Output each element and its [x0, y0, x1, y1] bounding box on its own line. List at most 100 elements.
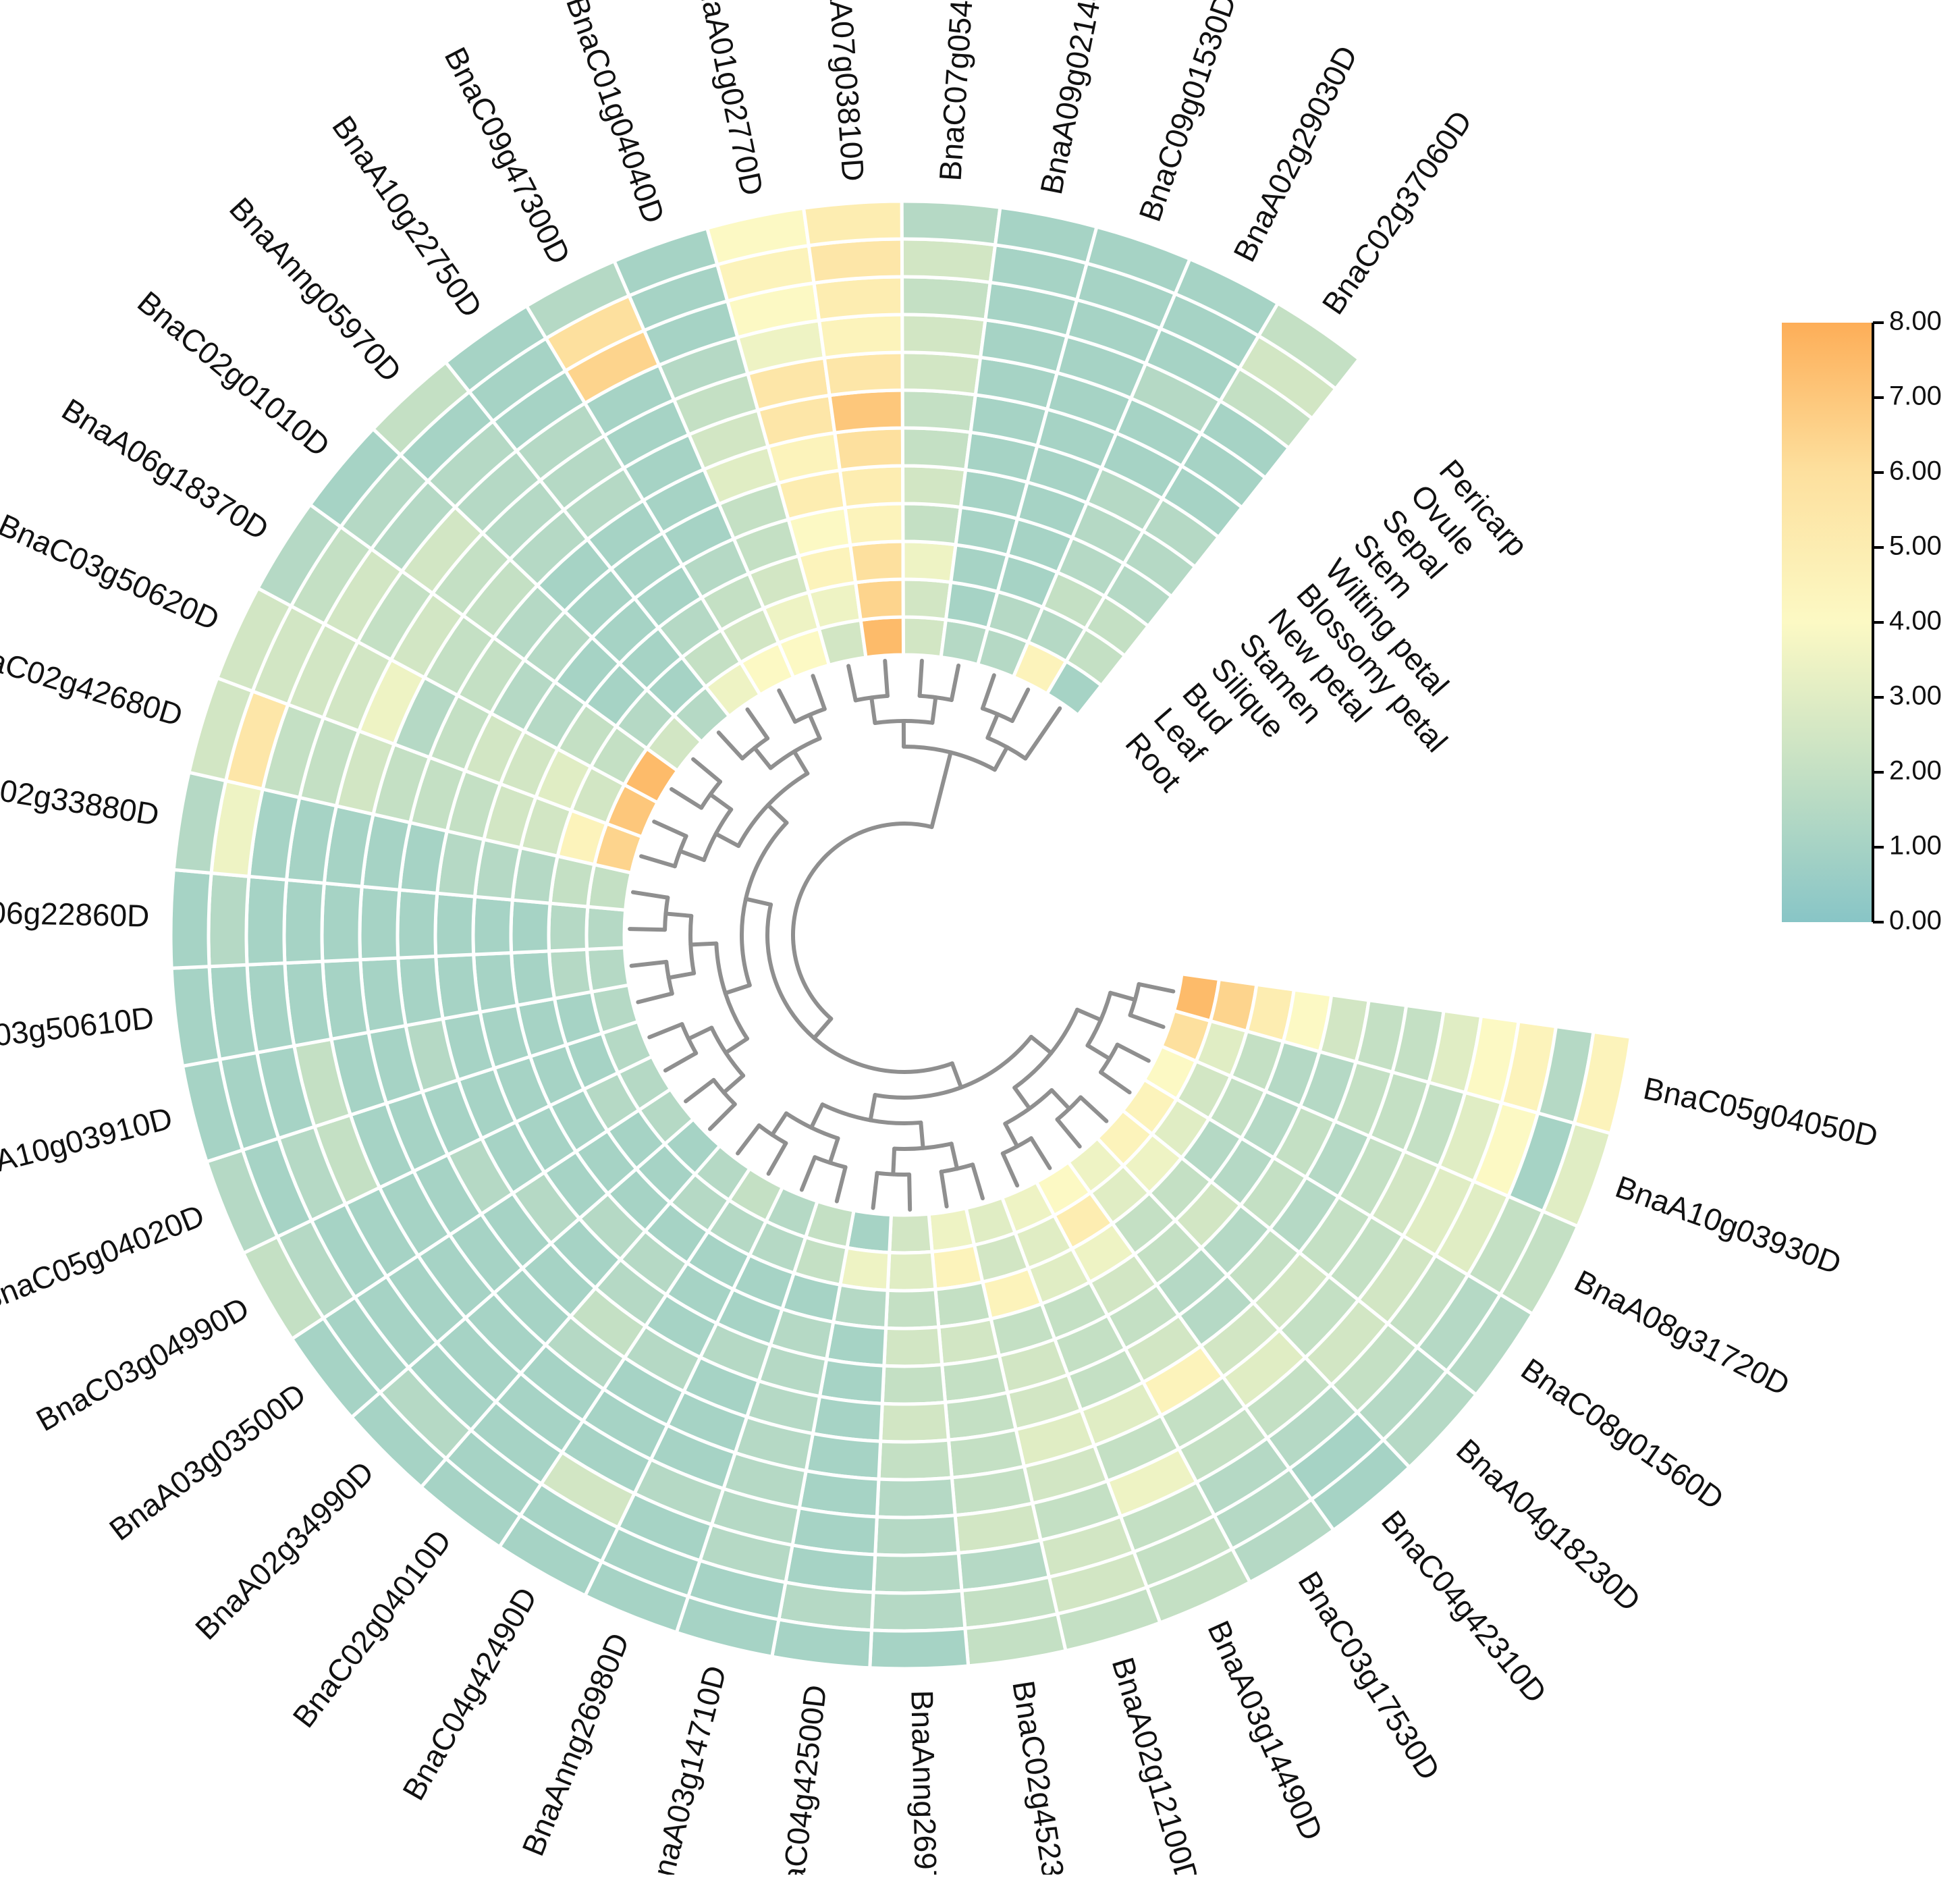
dendrogram-branch	[1040, 708, 1060, 737]
heatmap-cell-BnaC07g05410D-ovule	[902, 239, 995, 282]
dendrogram-branch	[1077, 1010, 1101, 1020]
dendrogram-branch	[649, 1024, 682, 1037]
dendrogram-branch	[719, 732, 742, 758]
heatmap-cell-BnaA06g22860D-root	[587, 907, 626, 949]
dendrogram-branch	[830, 1138, 838, 1162]
dendrogram-arc	[793, 824, 932, 1019]
dendrogram-branch	[1058, 1119, 1080, 1146]
legend-tick-label: 6.00	[1889, 456, 1942, 486]
heatmap-cell-BnaC07g05410D-stamen	[903, 466, 966, 507]
gene-label: BnaC02g04010D	[285, 1523, 458, 1734]
heatmap-cell-BnaA07g03810D-silique	[845, 504, 903, 545]
legend-tick-label: 0.00	[1889, 906, 1942, 936]
legend-tick-label: 3.00	[1889, 681, 1942, 711]
gene-label: BnaA03g14710D	[641, 1662, 733, 1875]
gene-label: BnaC05g04020D	[0, 1198, 209, 1319]
heatmap-cell-BnaAnng26970D-root	[890, 1214, 932, 1253]
dendrogram-branch	[710, 1104, 735, 1129]
heatmap-cell-BnaA06g22860D-sepal	[246, 876, 287, 965]
gene-label: BnaA06g18370D	[56, 392, 275, 547]
heatmap-cell-BnaAnng26970D-pericarp	[870, 1628, 969, 1669]
heatmap-cell-BnaC04g42500D-leaf	[840, 1247, 890, 1290]
dendrogram-branch	[995, 747, 1007, 770]
heatmap-cell-BnaA07g03810D-root	[861, 617, 903, 658]
gene-label: BnaC02g45230D	[1006, 1678, 1077, 1875]
legend-tick-label: 8.00	[1889, 306, 1942, 336]
dendrogram-branch	[814, 1019, 831, 1038]
dendrogram-branch	[837, 1167, 846, 1201]
dendrogram-branch	[944, 753, 950, 778]
dendrogram-branch	[1139, 984, 1173, 992]
heatmap-cell-BnaA07g03810D-stem	[819, 315, 902, 358]
heatmap-cell-BnaAnng26970D-stem	[875, 1515, 958, 1555]
gene-label: BnaA06g22860D	[0, 893, 150, 934]
dendrogram-branch	[738, 1125, 759, 1153]
legend-tick-label: 7.00	[1889, 381, 1942, 411]
heatmap-cell-BnaAnng26970D-sepal	[873, 1553, 962, 1593]
gene-label: BnaA03g03500D	[103, 1376, 312, 1548]
heatmap-cells	[171, 201, 1631, 1669]
heatmap-cell-BnaA07g03810D-ovule	[809, 239, 902, 283]
gene-label: BnaAnng26970D	[904, 1690, 944, 1875]
dendrogram-branch	[1003, 1154, 1017, 1185]
heatmap-cell-BnaA06g22860D-new-petal	[398, 890, 437, 958]
dendrogram-branch	[1087, 1046, 1110, 1059]
gene-label: BnaC08g01560D	[1515, 1351, 1730, 1517]
heatmap-cell-BnaA06g22860D-pericarp	[171, 869, 211, 968]
gene-dendrogram	[630, 661, 1173, 1210]
gene-label: BnaC01g04040D	[560, 0, 672, 227]
heatmap-cell-BnaC07g05410D-silique	[903, 504, 961, 545]
gene-label: BnaC04g42490D	[396, 1582, 544, 1806]
dendrogram-branch	[716, 834, 738, 846]
heatmap-cell-BnaA07g03810D-wilting-petal	[824, 352, 902, 396]
heatmap-cell-BnaAnng26970D-new-petal	[881, 1402, 949, 1442]
dendrogram-branch	[871, 697, 875, 723]
dendrogram-branch	[755, 748, 771, 768]
dendrogram-branch	[873, 1173, 877, 1208]
legend-tick-label: 5.00	[1889, 531, 1942, 561]
dendrogram-branch	[1005, 1124, 1017, 1147]
dendrogram-branch	[1081, 1098, 1106, 1121]
legend-tick-label: 4.00	[1889, 606, 1942, 636]
heatmap-cell-BnaC07g05410D-leaf	[903, 579, 951, 620]
dendrogram-branch	[747, 709, 767, 739]
dendrogram-branch	[1101, 1072, 1130, 1092]
dendrogram-branch	[641, 856, 675, 866]
dendrogram-branch	[952, 1144, 957, 1169]
heatmap-cell-BnaA07g03810D-leaf	[856, 579, 904, 620]
dendrogram-branch	[813, 676, 824, 709]
dendrogram-branch	[973, 1164, 983, 1198]
heatmap-cell-BnaAnng26970D-blossomy-petal	[879, 1440, 952, 1480]
dendrogram-branch	[686, 1080, 713, 1101]
heatmap-cell-BnaC07g05410D-sepal	[902, 277, 991, 320]
heatmap-cell-BnaA06g22860D-stamen	[435, 893, 475, 956]
heatmap-cell-BnaC03g50610D-leaf	[549, 949, 592, 998]
gene-label: BnaC03g50610D	[0, 1000, 156, 1061]
legend-ticks: 0.001.002.003.004.005.006.007.008.00	[1873, 306, 1942, 936]
dendrogram-branch	[1118, 1045, 1149, 1061]
gene-label: BnaA10g03930D	[1611, 1169, 1846, 1281]
dendrogram-branch	[1031, 1138, 1050, 1168]
heatmap-cell-BnaC07g05410D-pericarp	[902, 201, 1000, 245]
heatmap-cell-BnaC04g42500D-bud	[834, 1285, 888, 1328]
legend-tick-label: 1.00	[1889, 831, 1942, 861]
dendrogram-branch	[688, 1027, 711, 1038]
dendrogram-branch	[1031, 1037, 1052, 1053]
dendrogram-branch	[893, 1149, 894, 1175]
dendrogram-branch	[633, 892, 668, 898]
dendrogram-branch	[983, 675, 994, 708]
heatmap-cell-BnaC03g50610D-bud	[512, 951, 555, 1005]
dendrogram-branch	[654, 822, 686, 836]
dendrogram-branch	[942, 1172, 947, 1206]
gene-label: BnaC09g47300D	[438, 42, 578, 270]
heatmap-cell-BnaA06g22860D-stem	[284, 880, 324, 963]
dendrogram-branch	[665, 913, 691, 915]
dendrogram-branch	[885, 661, 888, 696]
heatmap-cell-BnaC07g05410D-stem	[902, 315, 985, 357]
dendrogram-branch	[746, 899, 771, 905]
heatmap-cell-BnaC03g50610D-root	[587, 948, 628, 992]
dendrogram-branch	[638, 994, 672, 1002]
dendrogram-branch	[932, 697, 935, 723]
